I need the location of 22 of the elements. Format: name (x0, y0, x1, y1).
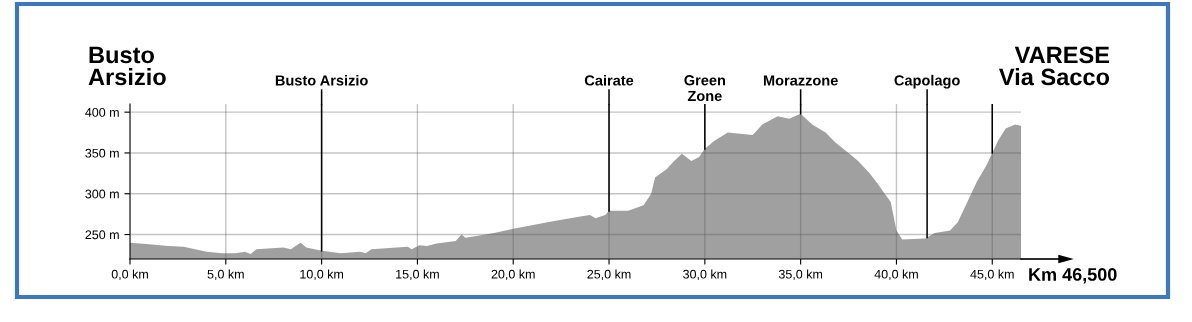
y-tick-label: 350 m (85, 148, 119, 158)
x-tick-label: 35,0 km (778, 269, 823, 281)
y-tick-label: 300 m (85, 189, 119, 199)
ref-line-label: Capolago (894, 74, 960, 89)
x-tick-label: 10,0 km (300, 269, 344, 281)
x-tick-label: 15,0 km (396, 269, 439, 281)
x-tick-label: 20,0 km (491, 269, 535, 281)
x-tick-label: 40,0 km (874, 269, 918, 281)
x-tick-label: 30,0 km (683, 269, 727, 281)
ref-line-label: Busto Arsizio (275, 74, 368, 86)
ref-line-label: Morazzone (763, 75, 838, 86)
y-tick-label: 400 m (85, 107, 119, 117)
y-tick-label: 250 m (85, 230, 119, 240)
text: Busto Arsizio (88, 46, 166, 86)
x-tick-label: 25,0 km (587, 269, 631, 281)
x-axis-title: Km 46,500 (1029, 268, 1117, 284)
ref-line-label: Cairate (584, 74, 634, 86)
ref-line-label: Green Zone (684, 75, 726, 102)
text: VARESE Via Sacco (999, 46, 1110, 86)
x-tick-label: 45,0 km (970, 269, 1014, 281)
x-tick-label: 5,0 km (207, 269, 244, 281)
x-tick-label: 0,0 km (111, 269, 148, 281)
